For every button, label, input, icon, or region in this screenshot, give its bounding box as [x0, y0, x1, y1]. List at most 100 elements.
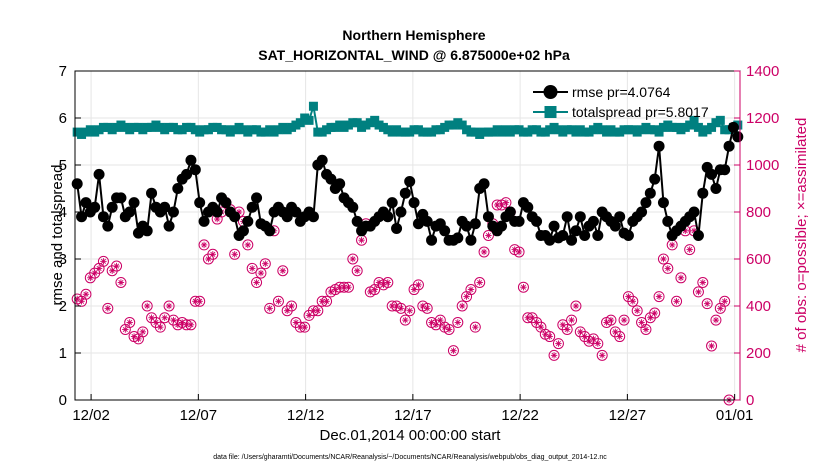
totalspread-point [654, 127, 664, 137]
obs-point [159, 312, 171, 324]
rmse-point [496, 220, 508, 232]
obs-point-circle [299, 321, 311, 333]
obs-point-cross-d2 [433, 322, 439, 328]
obs-point-cross-d2 [713, 317, 719, 323]
x-axis-tick-label: 12/12 [287, 407, 325, 424]
rmse-point [76, 211, 88, 223]
rmse-point [146, 187, 158, 199]
obs-point [115, 277, 127, 288]
obs-point [706, 340, 718, 352]
obs-point-cross-d2 [205, 256, 211, 262]
rmse-point [194, 197, 206, 209]
obs-point-circle [627, 295, 639, 307]
obs-point-cross-d2 [122, 326, 128, 333]
obs-point [111, 260, 123, 272]
obs-point-circle [452, 316, 464, 328]
obs-point-circle [277, 265, 289, 277]
obs-point-circle [207, 248, 219, 260]
obs-point-circle [351, 265, 363, 277]
rmse-point [399, 187, 411, 199]
rmse-point [307, 211, 319, 223]
obs-point [259, 258, 271, 270]
obs-point-circle [701, 298, 713, 310]
obs-point-cross-d2 [700, 279, 706, 286]
rmse-point [574, 211, 586, 223]
x-axis: 12/02 12/07 12/12 12/17 12/22 12/27 01/01 [72, 394, 753, 424]
legend-totalspread-label: totalspread pr=5.8017 [572, 104, 709, 120]
obs-point-circle [649, 307, 661, 319]
rmse-point [395, 206, 407, 218]
obs-point-cross-d2 [468, 286, 474, 293]
obs-point-cross-d2 [398, 305, 404, 311]
obs-point [605, 314, 617, 326]
left-axis-tick-label: 6 [59, 110, 67, 127]
obs-point-cross-d2 [647, 315, 653, 321]
rmse-point [469, 218, 481, 230]
obs-point-cross-d2 [494, 202, 500, 208]
rmse-point [513, 215, 525, 227]
rmse-point [124, 206, 136, 218]
obs-point-circle [229, 248, 241, 260]
obs-point-circle [631, 305, 643, 317]
obs-point-cross-d2 [709, 343, 715, 349]
obs-point-circle [124, 316, 136, 328]
obs-point-cross-d2 [127, 319, 133, 326]
rmse-point [220, 197, 232, 209]
obs-point-cross-d2 [665, 265, 671, 271]
rmse-point [653, 140, 665, 152]
obs-point [570, 300, 582, 312]
obs-point-circle [159, 312, 171, 324]
obs-point-cross-d2 [477, 279, 483, 286]
obs-point-circle [255, 267, 267, 279]
obs-point [246, 262, 258, 274]
obs-point [97, 255, 109, 267]
totalspread-point [685, 120, 695, 130]
obs-point-cross-d2 [538, 324, 544, 330]
rmse-point [237, 225, 249, 237]
obs-point-circle [706, 340, 718, 352]
obs-point-cross-d2 [525, 315, 531, 321]
obs-point-cross-d2 [96, 265, 102, 271]
obs-point-cross-d2 [267, 305, 273, 311]
y-axis-label-right: # of obs: o=possible; ×=assimilated [793, 118, 810, 353]
obs-point-cross-d2 [297, 324, 303, 330]
rmse-point [461, 220, 473, 232]
obs-point-cross-d2 [424, 305, 430, 311]
obs-point-cross-d2 [79, 298, 85, 304]
rmse-point [290, 206, 302, 218]
obs-point [312, 305, 324, 317]
rmse-point [421, 215, 433, 227]
obs-point-cross-d2 [140, 329, 146, 335]
rmse-point [531, 215, 543, 227]
obs-point-cross-d2 [450, 348, 456, 354]
rmse-point [316, 154, 328, 166]
obs-point-circle [566, 314, 578, 326]
obs-point [631, 305, 643, 317]
left-axis-tick-label: 2 [59, 298, 67, 315]
obs-point-circle [404, 305, 416, 317]
obs-point-circle [561, 324, 573, 335]
rmse-point [198, 215, 210, 227]
obs-point [627, 295, 639, 307]
obs-point-circle [198, 239, 210, 251]
obs-point [80, 288, 92, 300]
rmse-point [579, 230, 591, 241]
right-axis-tick-label: 1400 [746, 63, 779, 80]
rmse-point [561, 211, 573, 223]
obs-point-cross-d2 [437, 317, 443, 323]
rmse-point [548, 220, 560, 232]
rmse-point [251, 192, 263, 204]
obs-point [321, 295, 333, 307]
rmse-point [334, 178, 346, 190]
obs-point-circle [111, 260, 123, 272]
obs-point-cross-d2 [660, 256, 666, 262]
obs-point [299, 321, 311, 333]
obs-point-cross-d2 [643, 326, 649, 333]
totalspread-point [295, 118, 305, 128]
totalspread-point [304, 115, 314, 125]
obs-point-cross-d2 [555, 341, 561, 347]
rmse-point [351, 215, 363, 227]
rmse-point [710, 183, 722, 194]
rmse-point [587, 215, 599, 227]
